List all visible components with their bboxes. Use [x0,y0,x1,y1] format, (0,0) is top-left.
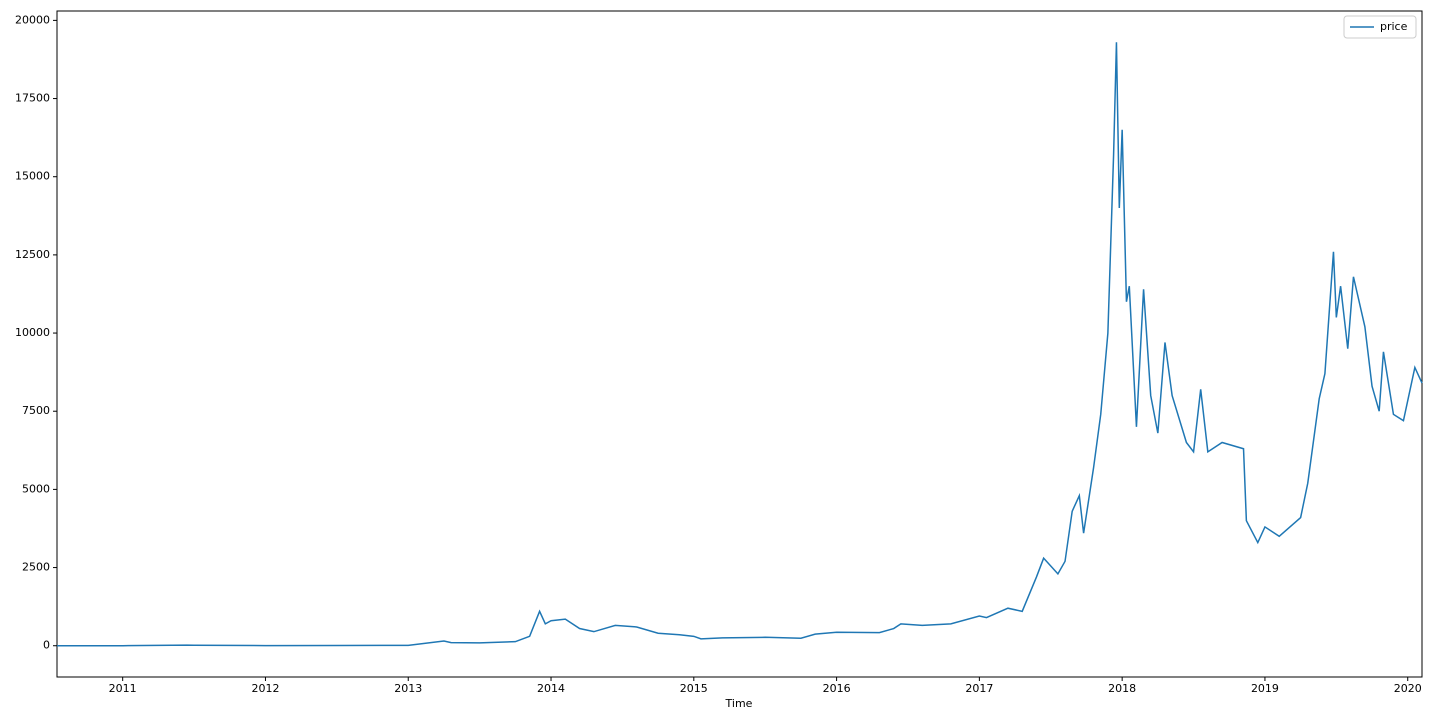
x-tick-label: 2017 [965,682,993,695]
y-tick-label: 20000 [15,13,50,26]
y-tick-label: 5000 [22,482,50,495]
y-tick-label: 7500 [22,404,50,417]
x-tick-label: 2011 [109,682,137,695]
legend-box [1343,15,1417,39]
y-tick-label: 10000 [15,326,50,339]
legend-label: price [1380,20,1408,33]
x-tick-label: 2014 [537,682,565,695]
x-axis-label: Time [725,697,753,710]
y-tick-label: 12500 [15,248,50,261]
plot-frame [56,10,1423,678]
x-tick-label: 2013 [394,682,422,695]
y-tick-label: 2500 [22,561,50,574]
y-tick-label: 0 [43,639,50,652]
x-tick-label: 2018 [1108,682,1136,695]
x-tick-label: 2012 [251,682,279,695]
x-tick-label: 2015 [680,682,708,695]
x-tick-label: 2019 [1251,682,1279,695]
y-tick-label: 15000 [15,170,50,183]
y-tick-label: 17500 [15,92,50,105]
price-line [56,42,1423,647]
x-tick-label: 2016 [823,682,851,695]
x-tick-label: 2020 [1394,682,1422,695]
